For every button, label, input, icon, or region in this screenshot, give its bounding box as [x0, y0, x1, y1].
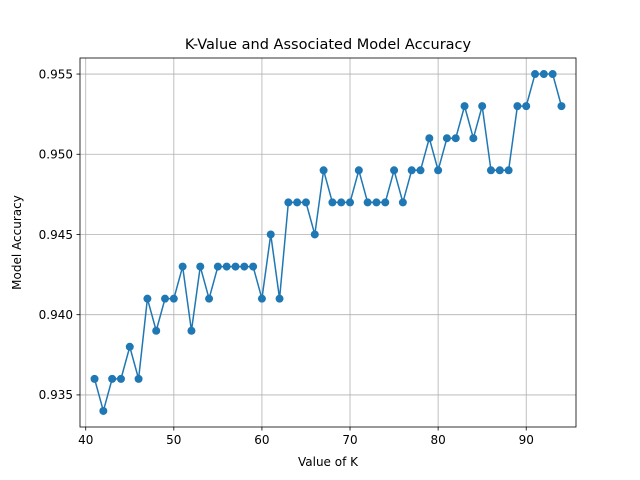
data-point: [460, 102, 469, 111]
data-point: [205, 294, 214, 303]
data-point: [363, 198, 372, 207]
data-point: [513, 102, 522, 111]
data-point: [486, 166, 495, 175]
x-tick-label: 80: [430, 433, 445, 447]
data-point: [557, 102, 566, 111]
data-point: [469, 134, 478, 143]
data-point: [161, 294, 170, 303]
y-tick-label: 0.940: [39, 308, 73, 322]
data-point: [407, 166, 416, 175]
data-point: [301, 198, 310, 207]
data-point: [504, 166, 513, 175]
chart-title: K-Value and Associated Model Accuracy: [185, 37, 472, 53]
data-point: [381, 198, 390, 207]
data-point: [478, 102, 487, 111]
data-point: [213, 262, 222, 271]
data-point: [152, 326, 161, 335]
y-tick-label: 0.950: [39, 148, 73, 162]
y-axis: 0.935 0.940 0.945 0.950 0.955: [39, 67, 80, 402]
data-point: [169, 294, 178, 303]
x-tick-label: 70: [342, 433, 357, 447]
data-point: [257, 294, 266, 303]
data-point: [284, 198, 293, 207]
data-point: [425, 134, 434, 143]
data-point: [372, 198, 381, 207]
data-point: [539, 70, 548, 79]
x-axis: 40 50 60 70 80 90: [78, 427, 534, 447]
data-point: [548, 70, 557, 79]
data-point: [354, 166, 363, 175]
x-axis-title: Value of K: [298, 455, 359, 469]
y-tick-label: 0.955: [39, 67, 73, 81]
data-point: [231, 262, 240, 271]
y-tick-label: 0.945: [39, 228, 73, 242]
data-point: [310, 230, 319, 239]
data-point: [416, 166, 425, 175]
data-point: [125, 342, 134, 351]
data-point: [187, 326, 196, 335]
data-point: [390, 166, 399, 175]
x-tick-label: 50: [166, 433, 181, 447]
data-point: [143, 294, 152, 303]
x-tick-label: 40: [78, 433, 93, 447]
data-point: [99, 406, 108, 415]
data-point: [328, 198, 337, 207]
data-point: [275, 294, 284, 303]
y-axis-title: Model Accuracy: [10, 195, 24, 290]
data-point: [178, 262, 187, 271]
data-point: [495, 166, 504, 175]
data-point: [134, 374, 143, 383]
data-point: [531, 70, 540, 79]
data-point: [434, 166, 443, 175]
data-point: [346, 198, 355, 207]
data-point: [108, 374, 117, 383]
grid-lines: [80, 58, 576, 427]
data-point: [90, 374, 99, 383]
x-tick-label: 90: [519, 433, 534, 447]
y-tick-label: 0.935: [39, 388, 73, 402]
data-point: [451, 134, 460, 143]
data-point: [222, 262, 231, 271]
data-point: [522, 102, 531, 111]
x-tick-label: 60: [254, 433, 269, 447]
series-accuracy: [90, 70, 566, 415]
plot-frame: [79, 57, 577, 428]
data-point: [196, 262, 205, 271]
data-point: [116, 374, 125, 383]
data-point: [442, 134, 451, 143]
data-point: [249, 262, 258, 271]
data-point: [293, 198, 302, 207]
plot-area: [80, 58, 576, 427]
data-point: [398, 198, 407, 207]
data-point: [266, 230, 275, 239]
data-point: [337, 198, 346, 207]
data-point: [319, 166, 328, 175]
data-point: [240, 262, 249, 271]
